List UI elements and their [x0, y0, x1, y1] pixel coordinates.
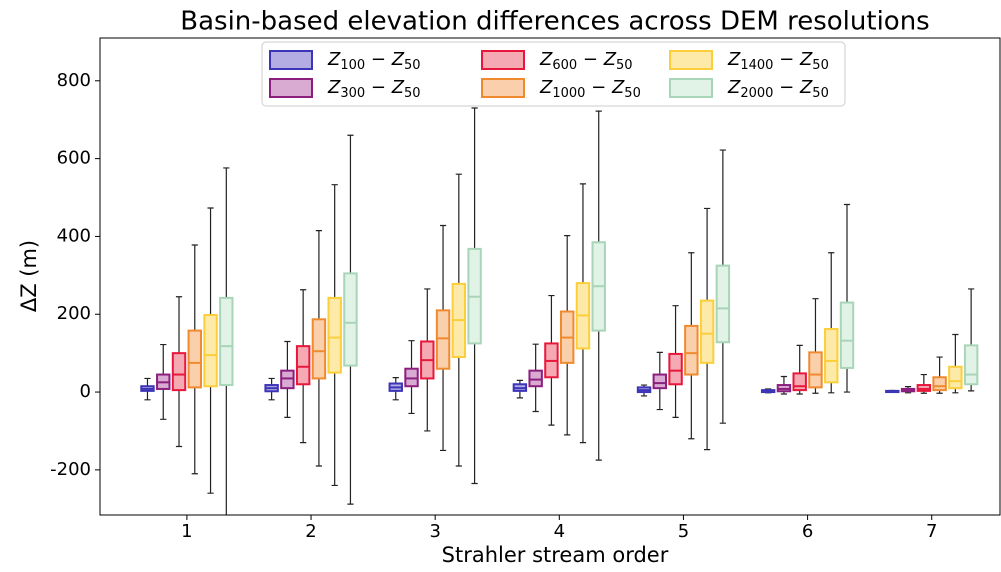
legend-swatch: [269, 78, 313, 98]
legend-swatch: [269, 50, 313, 70]
x-tick-label: 2: [305, 521, 316, 542]
whisker: [672, 305, 679, 418]
whisker: [595, 110, 602, 461]
whisker: [160, 343, 167, 420]
plot-frame: [99, 37, 1001, 516]
chart-title: Basin-based elevation differences across…: [180, 7, 929, 37]
whisker: [424, 288, 431, 432]
whisker: [408, 340, 415, 415]
box: [824, 328, 839, 384]
legend-label: Z1400 − Z50: [727, 49, 829, 73]
x-tick-label: 4: [554, 521, 565, 542]
whisker: [207, 207, 214, 494]
whisker: [796, 344, 803, 395]
whisker: [656, 351, 663, 411]
box: [668, 352, 683, 386]
whisker: [828, 252, 835, 394]
legend-swatch: [669, 78, 713, 98]
x-tick-label: 3: [429, 521, 440, 542]
legend-swatch: [669, 50, 713, 70]
whisker: [703, 207, 711, 451]
legend-swatch: [481, 78, 525, 98]
whisker: [579, 183, 587, 444]
box: [327, 296, 342, 374]
whisker: [516, 379, 523, 399]
legend-swatch: [481, 50, 525, 70]
whisker: [719, 149, 726, 424]
whisker: [223, 167, 230, 515]
box: [219, 296, 234, 387]
box: [203, 314, 218, 388]
box: [187, 329, 202, 389]
box: [963, 344, 979, 386]
whisker: [532, 343, 539, 413]
whisker: [175, 296, 183, 448]
whisker: [548, 294, 555, 426]
whisker: [347, 134, 354, 505]
y-tick-label: 600: [57, 148, 91, 169]
whisker: [191, 244, 198, 475]
whisker: [331, 184, 338, 487]
y-tick-label: 200: [57, 303, 91, 324]
y-tick-label: 0: [80, 381, 91, 402]
whisker: [284, 340, 291, 418]
box: [792, 372, 807, 392]
x-tick-label: 6: [802, 521, 813, 542]
y-tick-label: 800: [57, 70, 91, 91]
whisker: [936, 356, 943, 394]
x-tick-label: 7: [926, 521, 937, 542]
whisker: [455, 173, 462, 467]
whisker: [843, 203, 851, 393]
x-tick-label: 5: [678, 521, 689, 542]
x-tick-label: 1: [181, 521, 192, 542]
box: [295, 345, 311, 386]
whisker: [471, 107, 478, 485]
box: [311, 318, 327, 380]
y-axis-label: ΔZ (m): [17, 240, 41, 312]
whisker: [952, 333, 959, 394]
whisker: [920, 373, 927, 394]
whisker: [688, 252, 695, 440]
plot-area: [140, 107, 979, 515]
legend-label: Z1000 − Z50: [539, 77, 641, 101]
box: [528, 369, 543, 388]
legend-label: Z600 − Z50: [539, 49, 633, 73]
whisker: [812, 298, 819, 394]
whisker: [144, 377, 151, 401]
whisker: [268, 377, 275, 401]
box: [652, 373, 668, 390]
whisker: [392, 377, 399, 401]
whisker: [315, 229, 323, 467]
box: [808, 351, 823, 389]
legend: Z100 − Z50 Z300 − Z50 Z600 − Z50 Z1000 − Z5…: [261, 41, 846, 107]
box: [932, 376, 947, 392]
y-tick-label: -200: [50, 459, 91, 480]
box: [435, 309, 451, 370]
whisker: [640, 384, 648, 397]
legend-label: Z2000 − Z50: [727, 77, 829, 101]
box: [948, 365, 963, 390]
whisker: [300, 289, 307, 444]
x-axis-label: Strahler stream order: [442, 543, 669, 567]
whisker: [439, 224, 447, 452]
box: [684, 324, 699, 376]
box: [839, 301, 855, 369]
box: [171, 352, 187, 392]
legend-label: Z300 − Z50: [327, 77, 421, 101]
legend-label: Z100 − Z50: [327, 49, 421, 73]
whisker: [564, 235, 571, 436]
y-tick-label: 400: [57, 225, 91, 246]
box: [343, 272, 358, 367]
box: [699, 299, 715, 364]
whisker: [780, 375, 788, 395]
whisker: [968, 288, 975, 392]
box: [715, 264, 731, 344]
